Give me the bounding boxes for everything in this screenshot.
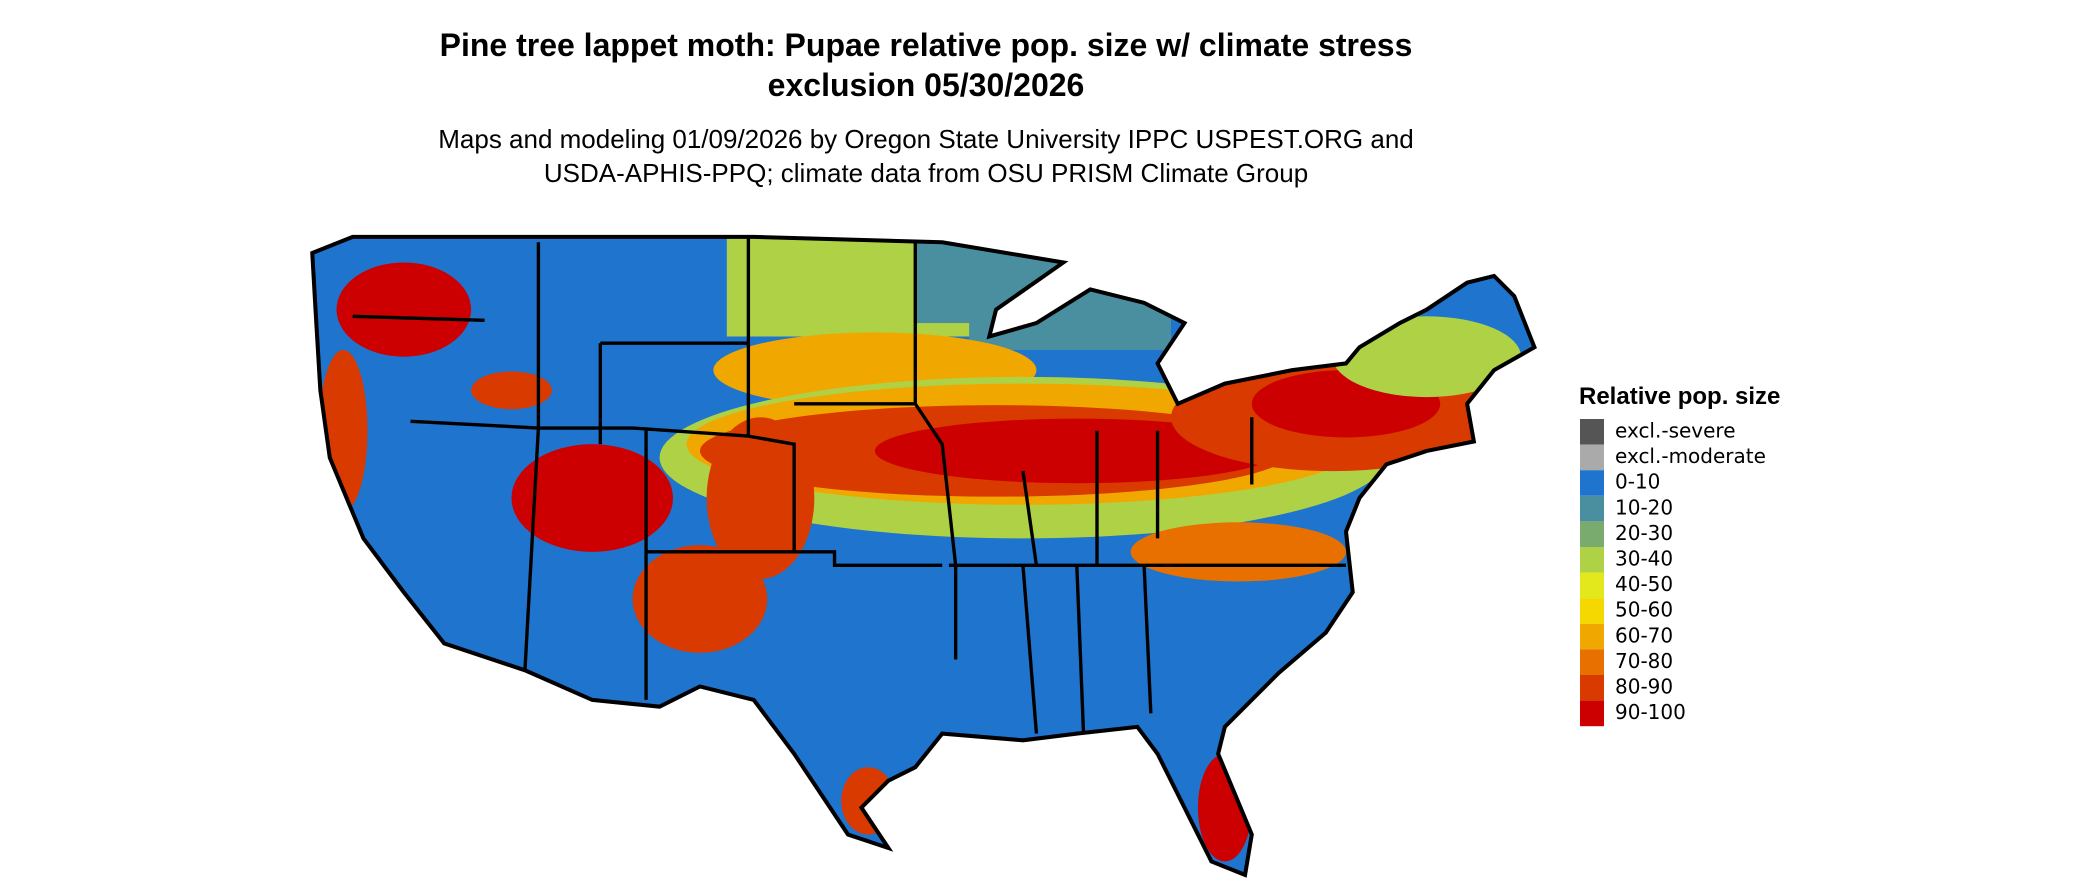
legend-label: excl.-moderate — [1615, 444, 1766, 468]
legend-label: 30-40 — [1615, 547, 1673, 571]
legend-label: 20-30 — [1615, 521, 1673, 545]
legend-swatch — [1580, 444, 1604, 471]
legend-swatch — [1580, 572, 1604, 599]
legend-label: 60-70 — [1615, 623, 1673, 647]
legend-label: 0-10 — [1615, 470, 1660, 494]
title-line: exclusion 05/30/2026 — [768, 67, 1085, 103]
legend-label: 50-60 — [1615, 598, 1673, 622]
legend: Relative pop. size excl.-severeexcl.-mode… — [1579, 383, 1780, 727]
legend-title: Relative pop. size — [1579, 383, 1780, 410]
legend-swatch — [1580, 623, 1604, 650]
legend-swatch — [1580, 598, 1604, 624]
legend-swatch — [1580, 419, 1604, 445]
legend-label: 90-100 — [1615, 700, 1686, 724]
title-line: Pine tree lappet moth: Pupae relative po… — [440, 27, 1413, 63]
legend-swatch — [1580, 470, 1604, 496]
legend-label: 80-90 — [1615, 675, 1673, 699]
legend-label: 70-80 — [1615, 649, 1673, 673]
legend-swatch — [1580, 521, 1604, 547]
subtitle-line: USDA-APHIS-PPQ; climate data from OSU PR… — [544, 158, 1308, 188]
legend-label: excl.-severe — [1615, 419, 1736, 443]
legend-swatch — [1580, 547, 1604, 573]
titles: Pine tree lappet moth: Pupae relative po… — [438, 27, 1414, 188]
legend-swatch — [1580, 675, 1604, 701]
legend-swatch — [1580, 495, 1604, 522]
legend-swatch — [1580, 700, 1604, 727]
subtitle-line: Maps and modeling 01/09/2026 by Oregon S… — [438, 124, 1414, 154]
legend-label: 40-50 — [1615, 572, 1673, 596]
legend-label: 10-20 — [1615, 495, 1673, 519]
legend-swatch — [1580, 649, 1604, 675]
